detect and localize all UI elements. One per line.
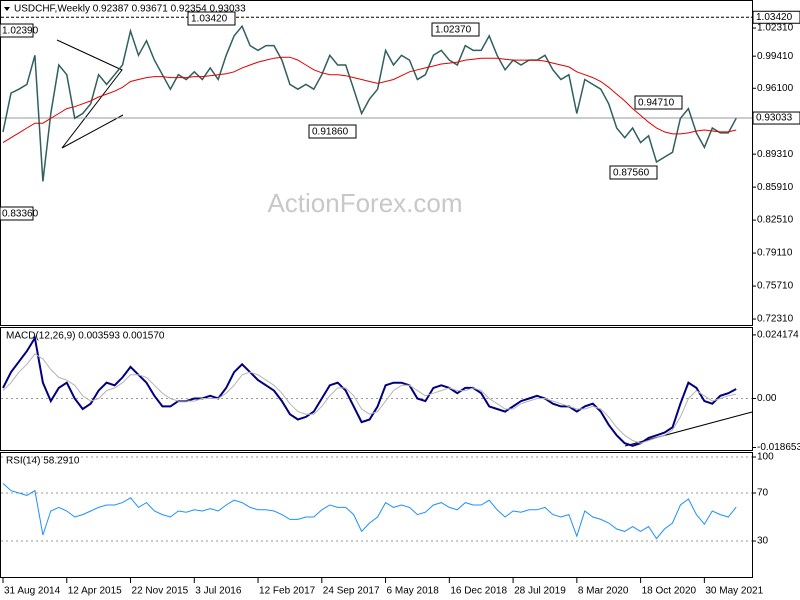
x-tick-label: 18 Oct 2020	[642, 586, 697, 597]
chart-title: USDCHF,Weekly 0.92387 0.93671 0.92354 0.…	[14, 4, 246, 15]
annotation-box	[634, 95, 683, 110]
y-tick-label: 0.99410	[757, 51, 794, 62]
annotation-box	[609, 165, 658, 180]
x-tick-label: 12 Feb 2017	[259, 586, 316, 597]
y-tick-label: 0.79110	[757, 248, 793, 259]
annotation: 0.87560	[613, 168, 650, 179]
annotation-box	[431, 22, 480, 37]
annotation: 0.91860	[312, 127, 349, 138]
y-tick-label: 0.024174	[757, 330, 799, 341]
y-tick-label: 0.85910	[757, 182, 794, 193]
x-tick-label: 6 May 2018	[387, 586, 440, 597]
series-line	[2, 483, 737, 540]
price-label: 1.03420	[756, 12, 793, 23]
series-line	[2, 56, 737, 144]
y-tick-label: 0.75710	[757, 281, 794, 292]
y-tick-label: 1.02310	[757, 23, 794, 34]
annotation: 1.02390	[2, 26, 39, 37]
series-line	[2, 335, 737, 447]
y-tick-label: 0.82510	[757, 215, 794, 226]
y-tick-label: 100	[757, 452, 774, 463]
y-tick-label: 0.96100	[757, 83, 794, 94]
annotation: 1.02370	[435, 25, 472, 36]
rsi-title: RSI(14) 58.2910	[6, 456, 80, 467]
x-tick-label: 22 Nov 2015	[132, 586, 189, 597]
annotation: 1.03420	[191, 14, 228, 25]
price-panel	[0, 0, 753, 326]
annotation: 0.94710	[638, 98, 675, 109]
series-line	[2, 24, 737, 182]
annotations: 1.02390 0.83360 1.03420 1.02370 0.91860 …	[0, 11, 683, 221]
triangle-lower	[61, 114, 124, 149]
price-label-box	[752, 10, 800, 24]
x-tick-label: 28 Jul 2019	[514, 586, 566, 597]
annotation-box	[187, 11, 236, 26]
y-tick-label: -0.018653	[757, 442, 800, 453]
annotation-box	[0, 23, 34, 38]
x-tick-label: 12 Apr 2015	[68, 586, 122, 597]
x-tick-label: 16 Dec 2018	[450, 586, 507, 597]
x-tick-label: 24 Sep 2017	[323, 586, 380, 597]
annotation-box	[0, 206, 34, 221]
y-tick-label: 0.72310	[757, 314, 794, 325]
triangle-upper	[56, 39, 123, 149]
price-label-box	[752, 111, 800, 125]
y-tick-label: 70	[757, 488, 769, 499]
macd-title: MACD(12,26,9) 0.003593 0.001570	[6, 331, 165, 342]
annotation-box	[308, 124, 357, 139]
macd-panel	[0, 327, 753, 451]
x-tick-label: 8 Mar 2020	[578, 586, 629, 597]
price-label: 0.93033	[756, 113, 793, 124]
x-tick-label: 31 Aug 2014	[4, 586, 61, 597]
annotation: 0.83360	[2, 209, 39, 220]
watermark: ActionForex.com	[267, 188, 462, 218]
y-tick-label: 30	[757, 536, 769, 547]
panel-frames	[0, 0, 753, 578]
y-tick-label: 0.89310	[757, 149, 794, 160]
x-tick-label: 30 May 2021	[705, 586, 763, 597]
menu-arrow	[4, 7, 10, 11]
rsi-panel	[0, 452, 753, 578]
series-line	[2, 353, 737, 444]
x-tick-label: 3 Jul 2016	[195, 586, 242, 597]
y-tick-label: 0.00	[757, 393, 777, 404]
